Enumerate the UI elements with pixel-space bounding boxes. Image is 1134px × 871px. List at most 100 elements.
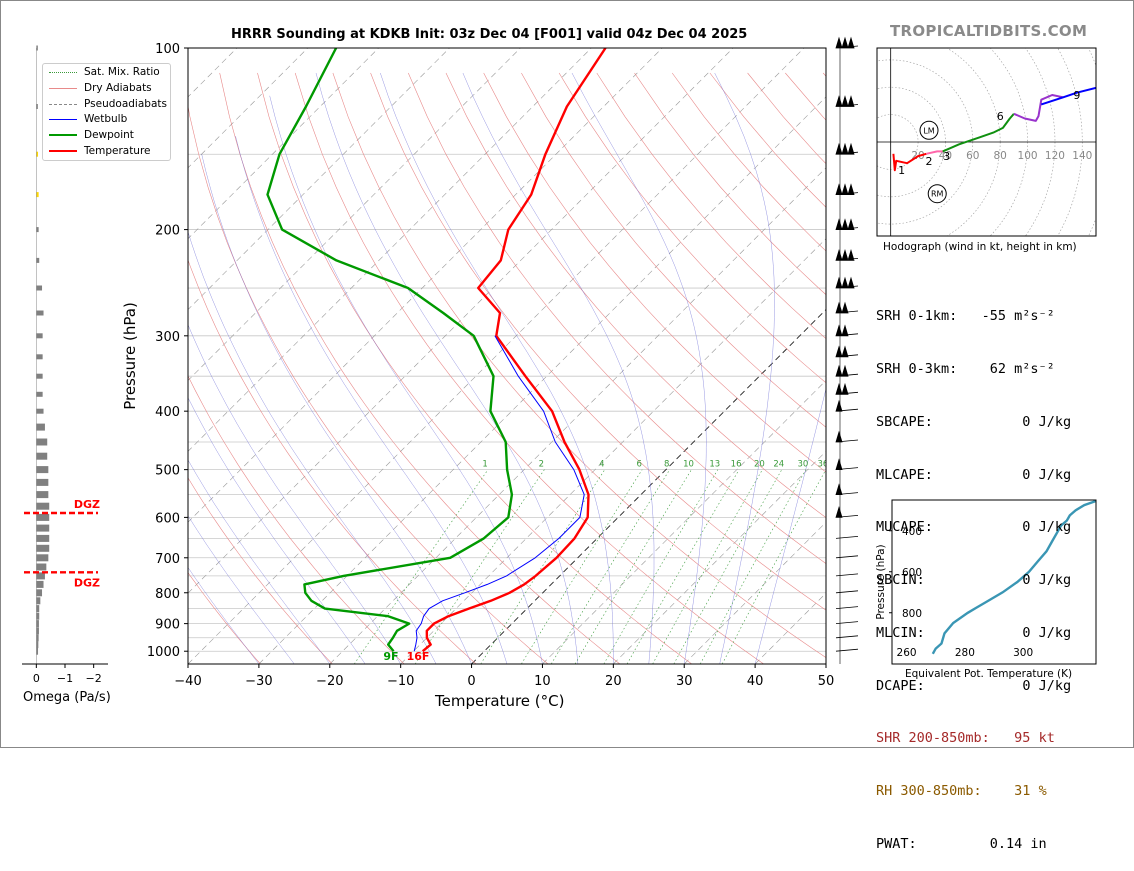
- wind-barb: [836, 38, 858, 48]
- y-tick-label: 100: [155, 42, 180, 57]
- wind-barb: [836, 278, 858, 288]
- stat-row: MLCAPE: 0 J/kg: [876, 467, 1071, 485]
- dgz-label: DGZ: [74, 576, 100, 589]
- dry-adiabat: [258, 73, 692, 664]
- pseudoadiabat: [755, 73, 866, 664]
- omega-bar: [36, 333, 42, 338]
- omega-bar: [36, 545, 49, 552]
- omega-bar: [36, 589, 42, 596]
- wind-barb: [836, 607, 858, 609]
- omega-bar: [36, 581, 43, 588]
- legend-item: Dry Adiabats: [43, 81, 152, 95]
- omega-bar: [36, 466, 48, 473]
- isotherm: [188, 48, 804, 664]
- dry-adiabat: [182, 73, 548, 664]
- stat-row: SBCAPE: 0 J/kg: [876, 414, 1071, 432]
- wind-barb: [836, 401, 858, 411]
- wind-barb: [836, 366, 858, 376]
- legend-item: Temperature: [43, 144, 151, 158]
- hodograph-height-label: 2: [926, 155, 933, 168]
- wind-barb: [836, 485, 858, 495]
- y-tick-label: 500: [155, 464, 180, 479]
- omega-bar: [36, 514, 49, 521]
- x-tick-label: −30: [245, 674, 272, 689]
- hodograph-height-label: 1: [898, 164, 905, 177]
- stat-row: SRH 0-1km: -55 m²s⁻²: [876, 308, 1071, 326]
- mixing-ratio-label: 6: [636, 460, 641, 470]
- y-tick-label: 600: [155, 511, 180, 526]
- wind-barb: [836, 384, 858, 394]
- hodograph-tick-label: 100: [1018, 150, 1038, 162]
- omega-bar: [36, 627, 39, 634]
- skewt-legend: Sat. Mix. Ratio Dry Adiabats Pseudoadiab…: [42, 63, 171, 161]
- pseudoadiabat: [85, 277, 294, 664]
- wind-barb: [836, 185, 858, 195]
- brand-watermark: TROPICALTIDBITS.COM: [890, 22, 1087, 40]
- omega-bar: [36, 634, 38, 641]
- omega-bar: [36, 503, 49, 510]
- omega-bar: [36, 605, 39, 612]
- mixing-ratio-label: 24: [773, 460, 784, 470]
- skewt-y-axis-label: Pressure (hPa): [121, 302, 139, 410]
- hodograph-tick-label: 140: [1072, 150, 1092, 162]
- pseudoadiabat: [152, 216, 401, 664]
- y-tick-label: 300: [155, 330, 180, 345]
- y-tick-label: 700: [155, 552, 180, 567]
- dgz-label: DGZ: [74, 498, 100, 511]
- series-dewpoint-line: [268, 48, 512, 651]
- mixing-ratio-line: [481, 470, 605, 664]
- mixing-ratio-label: 4: [599, 460, 604, 470]
- x-tick-label: −20: [316, 674, 343, 689]
- x-tick-label: 0: [467, 674, 475, 689]
- wind-barb: [836, 303, 858, 313]
- hodograph-tick-label: 80: [994, 150, 1007, 162]
- omega-bar: [36, 535, 49, 542]
- wind-barb: [836, 507, 858, 517]
- mixing-ratio-line: [627, 470, 739, 664]
- omega-bar: [36, 286, 42, 291]
- omega-bar: [36, 354, 42, 359]
- y-tick-label: 1000: [147, 645, 180, 660]
- omega-bar: [36, 439, 47, 446]
- omega-bar: [36, 564, 46, 571]
- legend-item: Wetbulb: [43, 112, 127, 126]
- stats-panel: SRH 0-1km: -55 m²s⁻² SRH 0-3km: 62 m²s⁻²…: [876, 273, 1071, 871]
- mixing-ratio-line: [722, 470, 826, 664]
- omega-bar: [36, 554, 48, 561]
- stat-row: SHR 200-850mb: 95 kt: [876, 730, 1071, 748]
- wind-barb: [836, 649, 858, 651]
- omega-tick-label: −1: [57, 672, 73, 685]
- omega-bar: [36, 311, 43, 316]
- mixing-ratio-label: 8: [664, 460, 669, 470]
- omega-bar: [36, 192, 38, 197]
- series-wetbulb-line: [414, 336, 584, 651]
- legend-item: Sat. Mix. Ratio: [43, 65, 160, 79]
- stat-row: PWAT: 0.14 in: [876, 836, 1071, 854]
- mixing-ratio-label: 30: [797, 460, 808, 470]
- stat-row: MLCIN: 0 J/kg: [876, 625, 1071, 643]
- y-tick-label: 900: [155, 618, 180, 633]
- wind-barb: [836, 574, 858, 576]
- hodograph-motion-label: RM: [931, 190, 944, 199]
- omega-bar: [36, 613, 39, 620]
- wind-barb: [836, 460, 858, 470]
- chart-title: HRRR Sounding at KDKB Init: 03z Dec 04 […: [231, 27, 747, 42]
- isotherm: [259, 48, 875, 664]
- surface-dewpoint-label: 9F: [383, 650, 398, 663]
- omega-tick-label: 0: [33, 672, 40, 685]
- hodograph-tick-label: 60: [966, 150, 979, 162]
- y-tick-label: 800: [155, 587, 180, 602]
- omega-bar: [36, 453, 47, 460]
- y-tick-label: 200: [155, 224, 180, 239]
- omega-bar: [36, 227, 38, 232]
- wind-barb: [836, 591, 858, 593]
- wind-barb: [836, 220, 858, 230]
- x-tick-label: 10: [534, 674, 551, 689]
- x-tick-label: 40: [747, 674, 764, 689]
- wind-barb: [836, 144, 858, 154]
- wind-barb: [836, 432, 858, 442]
- dry-adiabat: [31, 73, 260, 664]
- omega-bar: [36, 424, 45, 431]
- pseudoadiabat: [715, 73, 775, 664]
- mixing-ratio-label: 20: [754, 460, 765, 470]
